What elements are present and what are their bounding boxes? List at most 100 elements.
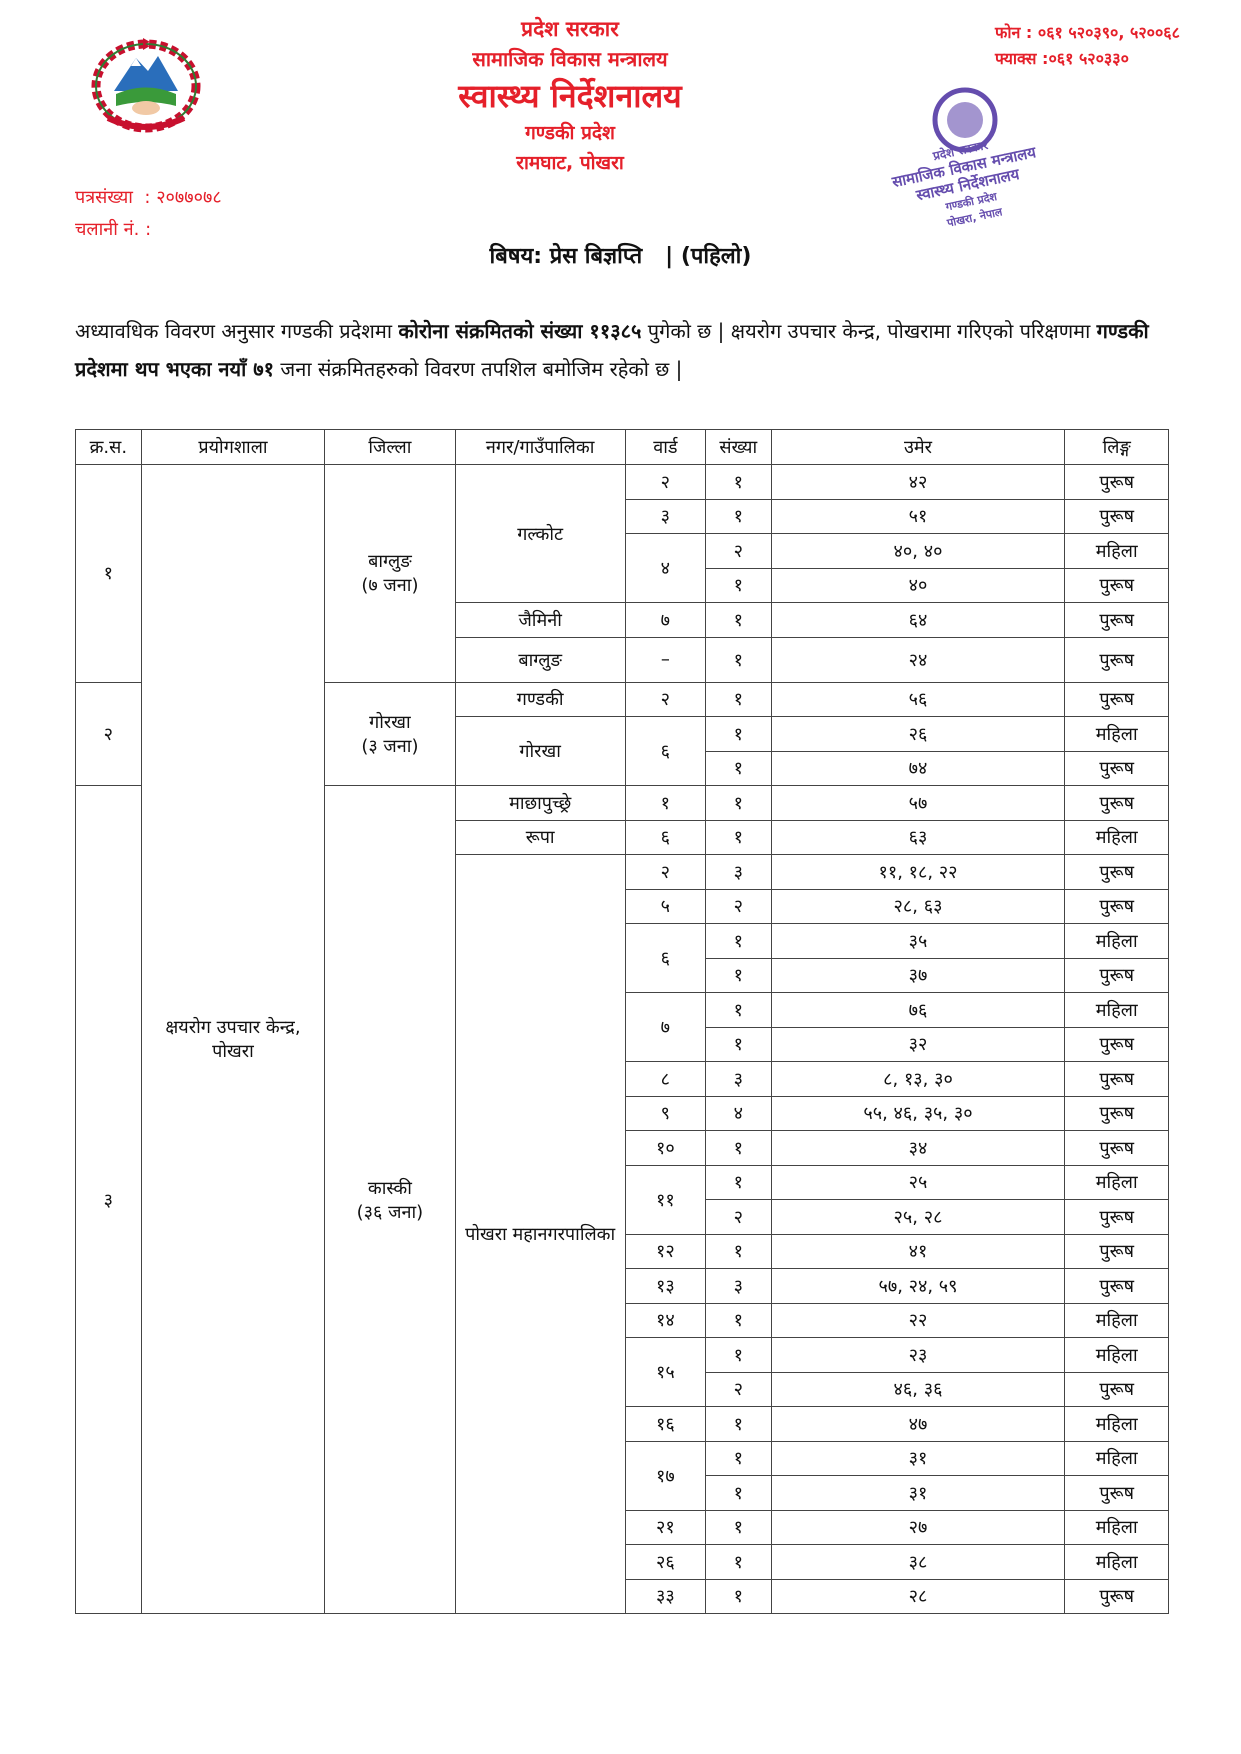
table-row: १७ १ ३१ महिला bbox=[76, 1440, 1169, 1511]
ward-cell: ६ bbox=[624, 716, 706, 786]
count-cell: २ bbox=[704, 1371, 772, 1407]
gender-cell: पुरूष bbox=[1064, 957, 1169, 993]
count-cell: १ bbox=[704, 716, 772, 752]
table-row: बाग्लुङ –१ २४ पुरूष bbox=[76, 636, 1169, 683]
district-name: बाग्लुङ bbox=[368, 551, 412, 573]
gender-cell: पुरूष bbox=[1064, 636, 1169, 683]
table-row: १ ३७ पुरूष bbox=[76, 957, 1169, 993]
gender-cell: पुरूष bbox=[1064, 1371, 1169, 1407]
count-cell: ३ bbox=[704, 854, 772, 890]
serial-number-cell: २ bbox=[75, 681, 142, 786]
count-cell: २ bbox=[704, 533, 772, 569]
ages-cell: २८ bbox=[770, 1578, 1066, 1614]
table-row: १ ३२ पुरूष bbox=[76, 1026, 1169, 1062]
table-row: १ ३१ पुरूष bbox=[76, 1475, 1169, 1511]
count-cell: १ bbox=[704, 750, 772, 786]
municipality-cell: बाग्लुङ bbox=[454, 636, 626, 683]
gender-cell: पुरूष bbox=[1064, 1026, 1169, 1062]
count-cell: १ bbox=[704, 636, 772, 683]
letterhead: प्रदेश सरकार सामाजिक विकास मन्त्रालय स्व… bbox=[370, 14, 770, 178]
district-cell: गोरखा (३ जना) bbox=[324, 681, 456, 786]
count-cell: १ bbox=[704, 602, 772, 638]
ages-cell: ४१ bbox=[770, 1233, 1066, 1269]
column-header: नगर/गाउँपालिका bbox=[454, 429, 626, 465]
table-row: ३३ १ २८ पुरूष bbox=[76, 1578, 1169, 1614]
letter-number: पत्रसंख्या : २०७७०७८ bbox=[75, 187, 222, 208]
ward-cell: ३३ bbox=[624, 1578, 706, 1614]
gender-cell: महिला bbox=[1064, 716, 1169, 752]
count-cell: १ bbox=[704, 923, 772, 959]
table-row: गोरखा ६ १ २६ महिला bbox=[76, 716, 1169, 786]
municipality-cell: जैमिनी bbox=[454, 602, 626, 638]
count-cell: १ bbox=[704, 1578, 772, 1614]
ages-cell: ११, १८, २२ bbox=[770, 854, 1066, 890]
gender-cell: पुरूष bbox=[1064, 785, 1169, 821]
ward-cell: ४ bbox=[624, 533, 706, 603]
ward-cell: ८ bbox=[624, 1061, 706, 1097]
gender-cell: पुरूष bbox=[1064, 1061, 1169, 1097]
para-text: पुगेको छ | क्षयरोग उपचार केन्द्र, पोखराम… bbox=[641, 319, 1097, 343]
district-cell: बाग्लुङ (७ जना) bbox=[324, 464, 456, 683]
count-cell: १ bbox=[704, 1026, 772, 1062]
ward-cell: १४ bbox=[624, 1302, 706, 1338]
count-cell: ३ bbox=[704, 1061, 772, 1097]
gender-cell: पुरूष bbox=[1064, 1475, 1169, 1511]
letterhead-province: गण्डकी प्रदेश bbox=[525, 122, 615, 144]
count-cell: १ bbox=[704, 1406, 772, 1442]
table-row: १२ १ ४१ पुरूष bbox=[76, 1233, 1169, 1269]
para-bold-total: कोरोना संक्रमितको संख्या ११३८५ bbox=[398, 319, 642, 343]
ward-cell: १६ bbox=[624, 1406, 706, 1442]
ages-cell: २५ bbox=[770, 1164, 1066, 1200]
table-row: २१ १ २७ महिला bbox=[76, 1509, 1169, 1545]
count-cell: १ bbox=[704, 567, 772, 603]
gender-cell: महिला bbox=[1064, 992, 1169, 1028]
gender-cell: पुरूष bbox=[1064, 1130, 1169, 1166]
ages-cell: ४६, ३६ bbox=[770, 1371, 1066, 1407]
ages-cell: ६३ bbox=[770, 819, 1066, 855]
intro-paragraph: अध्यावधिक विवरण अनुसार गण्डकी प्रदेशमा क… bbox=[75, 312, 1175, 388]
ward-cell: ३ bbox=[624, 498, 706, 534]
ward-cell: १३ bbox=[624, 1268, 706, 1304]
count-cell: १ bbox=[704, 1509, 772, 1545]
column-header: जिल्ला bbox=[324, 429, 456, 465]
count-cell: १ bbox=[704, 1233, 772, 1269]
gender-cell: पुरूष bbox=[1064, 1199, 1169, 1235]
municipality-cell: माछापुच्छ्रे bbox=[454, 785, 626, 821]
gender-cell: पुरूष bbox=[1064, 854, 1169, 890]
ages-cell: २५, २८ bbox=[770, 1199, 1066, 1235]
count-cell: २ bbox=[704, 1199, 772, 1235]
gender-cell: पुरूष bbox=[1064, 681, 1169, 717]
table-row: २६ १ ३८ महिला bbox=[76, 1544, 1169, 1580]
gender-cell: पुरूष bbox=[1064, 567, 1169, 603]
count-cell: १ bbox=[704, 957, 772, 993]
table-row: ७ १ ७६ महिला bbox=[76, 992, 1169, 1062]
ages-cell: ८, १३, ३० bbox=[770, 1061, 1066, 1097]
ages-cell: ३५ bbox=[770, 923, 1066, 959]
table-row: १५ १ २३ महिला bbox=[76, 1337, 1169, 1407]
ward-cell: ९ bbox=[624, 1095, 706, 1131]
ward-cell: २ bbox=[624, 854, 706, 890]
count-cell: ३ bbox=[704, 1268, 772, 1304]
official-stamp: प्रदेश सरकार सामाजिक विकास मन्त्रालय स्व… bbox=[889, 87, 1039, 230]
column-header: प्रयोगशाला bbox=[140, 429, 326, 465]
gender-cell: पुरूष bbox=[1064, 1095, 1169, 1131]
count-cell: १ bbox=[704, 1544, 772, 1580]
ward-cell: १७ bbox=[624, 1440, 706, 1511]
ages-cell: ४० bbox=[770, 567, 1066, 603]
count-cell: १ bbox=[704, 464, 772, 500]
gender-cell: महिला bbox=[1064, 1509, 1169, 1545]
ward-cell: १५ bbox=[624, 1337, 706, 1407]
nepal-emblem-logo bbox=[91, 38, 201, 133]
ages-cell: २७ bbox=[770, 1509, 1066, 1545]
ages-cell: ५१ bbox=[770, 498, 1066, 534]
para-text: अध्यावधिक विवरण अनुसार गण्डकी प्रदेशमा bbox=[75, 319, 399, 343]
ward-cell: ६ bbox=[624, 819, 706, 855]
ward-cell: ११ bbox=[624, 1164, 706, 1235]
cases-table: क्र.स. प्रयोगशाला जिल्ला नगर/गाउँपालिका वार्… bbox=[75, 429, 1169, 1614]
count-cell: १ bbox=[704, 1337, 772, 1373]
reference-block: पत्रसंख्या : २०७७०७८ चलानी नं. : bbox=[75, 182, 222, 246]
gender-cell: पुरूष bbox=[1064, 888, 1169, 924]
ward-cell: ७ bbox=[624, 992, 706, 1062]
gender-cell: पुरूष bbox=[1064, 602, 1169, 638]
ages-cell: ३७ bbox=[770, 957, 1066, 993]
